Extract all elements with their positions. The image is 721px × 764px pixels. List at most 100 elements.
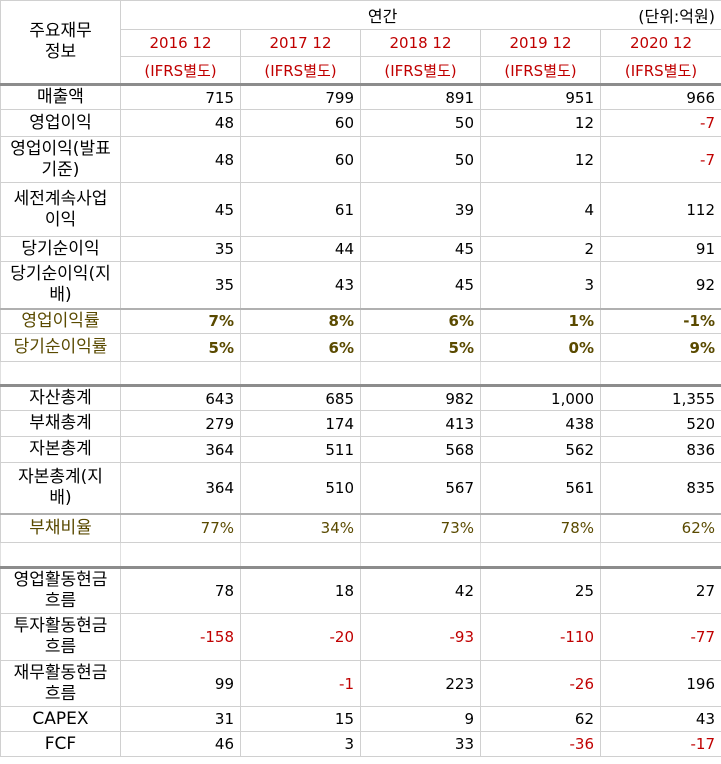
value-cell: 50: [360, 136, 481, 183]
table-row: 자산총계 643 685 982 1,000 1,355: [0, 384, 721, 411]
value-cell: 44: [240, 236, 361, 262]
value-cell: 61: [240, 182, 361, 237]
value-cell: 42: [360, 566, 481, 614]
value-cell: 77%: [120, 512, 241, 543]
value-cell: 46: [120, 731, 241, 757]
row-label: 재무활동현금흐름: [0, 660, 121, 707]
value-cell: 62%: [600, 512, 721, 543]
value-cell: 31: [120, 706, 241, 732]
table-row: 세전계속사업이익 45 61 39 4 112: [0, 182, 721, 237]
row-label: 영업이익률: [0, 307, 121, 334]
value-cell: 836: [600, 436, 721, 463]
table-row: 당기순이익 35 44 45 2 91: [0, 236, 721, 262]
row-label: FCF: [0, 731, 121, 757]
value-cell: 5%: [360, 333, 481, 362]
spacer-cell: [600, 361, 721, 386]
value-cell: 18: [240, 566, 361, 614]
row-label: 영업이익: [0, 109, 121, 137]
table-row: 영업이익(발표기준) 48 60 50 12 -7: [0, 136, 721, 183]
row-label: 당기순이익률: [0, 333, 121, 362]
value-cell: -20: [240, 613, 361, 661]
spacer-cell: [240, 361, 361, 386]
table-row: 영업이익 48 60 50 12 -7: [0, 109, 721, 137]
spacer-cell: [120, 542, 241, 568]
row-label: 투자활동현금흐름: [0, 613, 121, 661]
value-cell: 73%: [360, 512, 481, 543]
value-cell: 33: [360, 731, 481, 757]
row-label: 부채총계: [0, 410, 121, 437]
row-label: 매출액: [0, 83, 121, 110]
row-label: CAPEX: [0, 706, 121, 732]
value-cell: 45: [360, 261, 481, 309]
spacer-cell: [0, 542, 121, 568]
basis-header: (IFRS별도): [360, 56, 481, 85]
value-cell: 62: [480, 706, 601, 732]
header-row-basis: (IFRS별도) (IFRS별도) (IFRS별도) (IFRS별도) (IFRS별도): [1, 56, 721, 85]
value-cell: 413: [360, 410, 481, 437]
value-cell: 7%: [120, 307, 241, 334]
row-label: 자산총계: [0, 384, 121, 411]
value-cell: 35: [120, 261, 241, 309]
value-cell: 0%: [480, 333, 601, 362]
table-row: 부채비율 77% 34% 73% 78% 62%: [0, 512, 721, 543]
value-cell: 196: [600, 660, 721, 707]
value-cell: 2: [480, 236, 601, 262]
value-cell: 1%: [480, 307, 601, 334]
row-label: 부채비율: [0, 512, 121, 543]
value-cell: -93: [360, 613, 481, 661]
table-row: 당기순이익률 5% 6% 5% 0% 9%: [0, 333, 721, 362]
value-cell: 43: [240, 261, 361, 309]
value-cell: 91: [600, 236, 721, 262]
value-cell: 4: [480, 182, 601, 237]
value-cell: -77: [600, 613, 721, 661]
value-cell: 12: [480, 136, 601, 183]
value-cell: 835: [600, 462, 721, 514]
value-cell: 966: [600, 83, 721, 110]
value-cell: 3: [240, 731, 361, 757]
value-cell: 99: [120, 660, 241, 707]
value-cell: -110: [480, 613, 601, 661]
spacer-cell: [240, 542, 361, 568]
spacer-cell: [480, 361, 601, 386]
value-cell: 6%: [360, 307, 481, 334]
spacer-row: [0, 361, 721, 386]
value-cell: -26: [480, 660, 601, 707]
spacer-row: [0, 542, 721, 568]
value-cell: 48: [120, 109, 241, 137]
unit-label: (단위:억원): [638, 7, 715, 26]
value-cell: -1%: [600, 307, 721, 334]
year-header: 2017 12: [240, 29, 361, 57]
value-cell: 78%: [480, 512, 601, 543]
value-cell: 891: [360, 83, 481, 110]
value-cell: 60: [240, 109, 361, 137]
table-row: 투자활동현금흐름 -158 -20 -93 -110 -77: [0, 613, 721, 661]
table-row: 매출액 715 799 891 951 966: [0, 83, 721, 110]
table-row: 부채총계 279 174 413 438 520: [0, 410, 721, 437]
header-row-period: 주요재무 정보 연간 (단위:억원): [0, 0, 721, 85]
row-label: 세전계속사업이익: [0, 182, 121, 237]
period-label: 연간: [367, 7, 398, 26]
header-row-years: 2016 12 2017 12 2018 12 2019 12 2020 12: [1, 29, 721, 57]
value-cell: -7: [600, 136, 721, 183]
value-cell: 15: [240, 706, 361, 732]
value-cell: 520: [600, 410, 721, 437]
year-header: 2019 12: [480, 29, 601, 57]
value-cell: 223: [360, 660, 481, 707]
value-cell: 799: [240, 83, 361, 110]
basis-header: (IFRS별도): [240, 56, 361, 85]
table-row: FCF 46 3 33 -36 -17: [0, 731, 721, 757]
value-cell: 364: [120, 462, 241, 514]
corner-label-line2: 정보: [44, 42, 77, 62]
row-label: 자본총계: [0, 436, 121, 463]
value-cell: -158: [120, 613, 241, 661]
spacer-cell: [480, 542, 601, 568]
table-row: CAPEX 31 15 9 62 43: [0, 706, 721, 732]
value-cell: 9%: [600, 333, 721, 362]
value-cell: 279: [120, 410, 241, 437]
value-cell: 1,355: [600, 384, 721, 411]
value-cell: -7: [600, 109, 721, 137]
corner-label: 주요재무 정보: [0, 0, 121, 85]
value-cell: 5%: [120, 333, 241, 362]
table-row: 재무활동현금흐름 99 -1 223 -26 196: [0, 660, 721, 707]
